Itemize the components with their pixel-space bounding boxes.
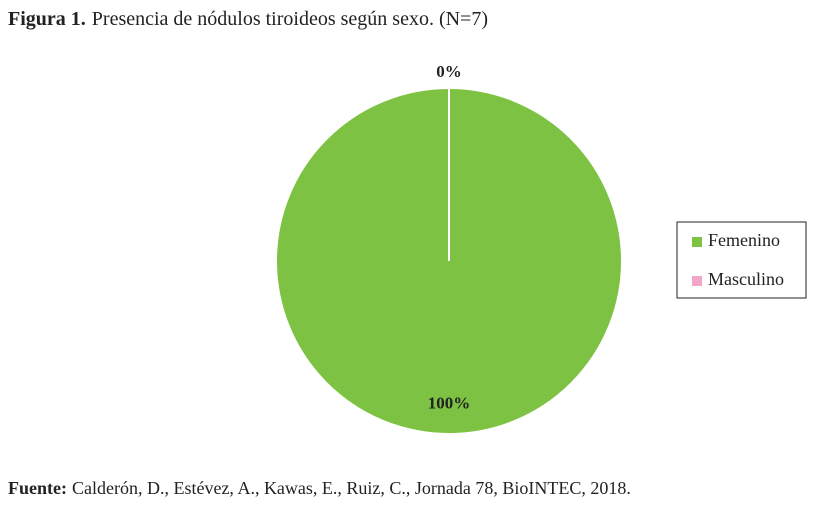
data-label: 100% — [428, 393, 471, 412]
data-label: 0% — [436, 62, 462, 81]
legend-label: Femenino — [708, 230, 780, 250]
source-text: Calderón, D., Estévez, A., Kawas, E., Ru… — [72, 478, 631, 498]
title-label: Figura 1. — [8, 8, 86, 30]
legend-marker — [692, 276, 702, 286]
chart-title: Figura 1. Presencia de nódulos tiroideos … — [8, 8, 488, 30]
legend-marker — [692, 237, 702, 247]
title-text: Presencia de nódulos tiroideos según sex… — [92, 8, 488, 30]
source-label: Fuente: — [8, 478, 67, 498]
legend-label: Masculino — [708, 269, 784, 289]
source: Fuente: Calderón, D., Estévez, A., Kawas,… — [8, 478, 631, 498]
